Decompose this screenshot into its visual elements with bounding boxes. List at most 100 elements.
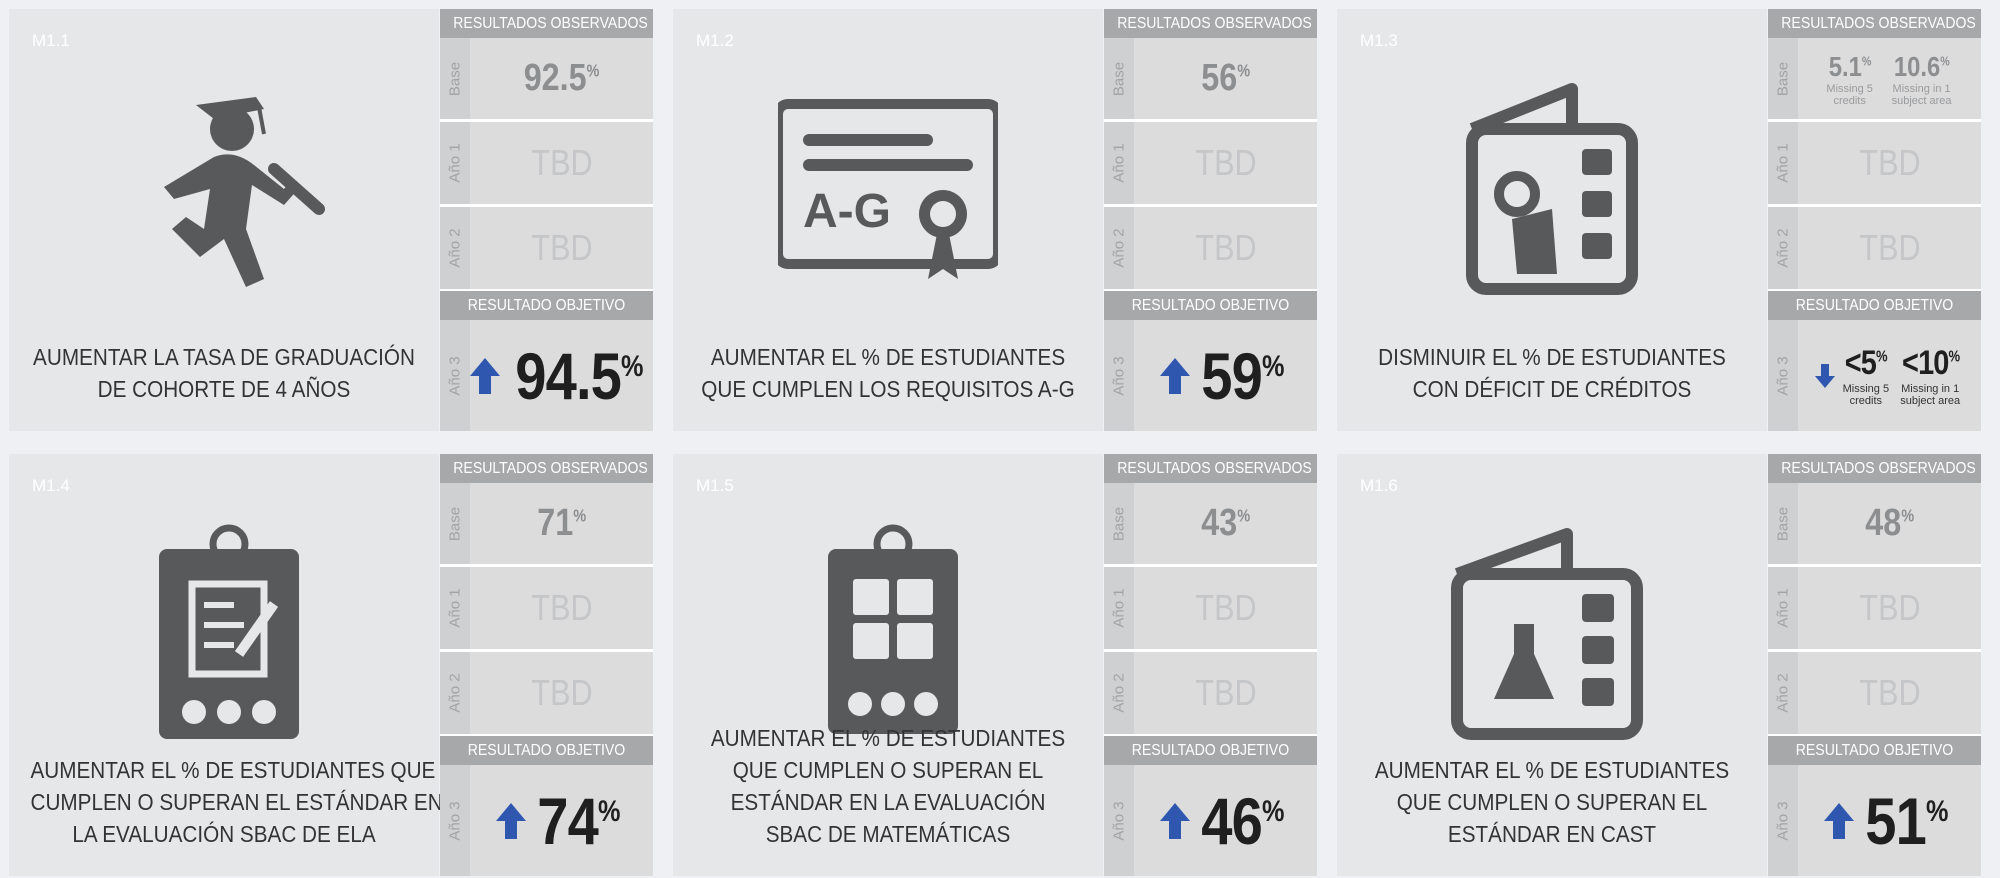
observed-header-text: RESULTADOS OBSERVADOS	[1781, 15, 1976, 32]
icon	[159, 524, 299, 739]
value: 59%	[1194, 338, 1291, 414]
value-number: TBD	[1194, 587, 1257, 628]
description-line: AUMENTAR EL % DE ESTUDIANTES QUE	[30, 757, 436, 783]
icon-shape	[930, 201, 956, 227]
row-label: Año 1	[1110, 588, 1128, 628]
icon-shape	[252, 700, 276, 724]
row-label-strip: Año 3	[1104, 765, 1134, 876]
value-group: 48%	[1798, 483, 1981, 564]
icon-shape	[1466, 123, 1638, 295]
row-label-strip: Año 2	[1104, 652, 1134, 734]
row-label: Año 3	[1110, 800, 1128, 841]
value-caption: credits	[1833, 94, 1866, 107]
card: M1.3 DISMINUIR EL % DE ESTUDIANTES CON DÉ…	[1337, 9, 1981, 431]
value-group: TBD	[1798, 122, 1981, 204]
value-number: TBD	[530, 587, 593, 628]
result-row: Año 2 TBD	[440, 207, 653, 289]
value-caption: Missing in 1	[1892, 82, 1951, 95]
value-number: 43%	[1201, 502, 1250, 544]
arrow-shape	[496, 802, 527, 839]
row-label: Año 2	[1774, 673, 1792, 713]
row-label: Base	[446, 506, 464, 541]
observed-header: RESULTADOS OBSERVADOS	[1768, 9, 1981, 38]
card-id: M1.1	[32, 31, 70, 50]
value-unit: %	[586, 61, 600, 81]
target-row: Año 3 59%	[1104, 320, 1317, 431]
result-row: Año 2 TBD	[1104, 652, 1317, 734]
icon-shape	[1582, 594, 1614, 622]
description-line: ESTÁNDAR EN LA EVALUACIÓN	[730, 789, 1046, 815]
icon-shape	[803, 159, 973, 171]
value: TBD	[526, 672, 598, 714]
card-id: M1.4	[32, 476, 70, 495]
result-row: Año 1 TBD	[1768, 122, 1981, 204]
result-row: Año 2 TBD	[1104, 207, 1317, 289]
icon	[164, 97, 325, 287]
trend-arrow	[496, 802, 527, 839]
value-group: TBD	[1798, 652, 1981, 734]
result-row: Base 43%	[1104, 483, 1317, 564]
value-number: TBD	[1194, 142, 1257, 183]
card-results: RESULTADOS OBSERVADOS Base 56% Año 1 TBD Año …	[1104, 9, 1317, 431]
value-group: TBD	[470, 567, 653, 649]
value-group: TBD	[1798, 567, 1981, 649]
trend-arrow	[1824, 802, 1855, 839]
value-unit: %	[1926, 794, 1948, 828]
icon-shape	[209, 524, 249, 564]
card-results: RESULTADOS OBSERVADOS Base 92.5% Año 1 TBD Añ…	[440, 9, 653, 431]
icon-shape	[182, 700, 206, 724]
result-row: Año 1 TBD	[1768, 567, 1981, 649]
row-label: Año 2	[1110, 673, 1128, 713]
row-label-strip: Año 1	[1104, 567, 1134, 649]
description-line: LA EVALUACIÓN SBAC DE ELA	[72, 821, 376, 847]
value-group: TBD	[1134, 567, 1317, 649]
value-number: 51%	[1865, 783, 1948, 858]
value-group: 94.5%	[469, 320, 654, 431]
row-label-strip: Año 2	[440, 207, 470, 289]
row-label-strip: Base	[1104, 38, 1134, 119]
value-number: 92.5%	[523, 57, 600, 99]
row-label-strip: Año 3	[440, 765, 470, 876]
value: 94.5%	[504, 338, 654, 414]
value-number: 10.6%	[1893, 50, 1950, 82]
description: AUMENTAR EL % DE ESTUDIANTES QUE CUMPLEN …	[30, 754, 443, 850]
value: 48%	[1861, 502, 1918, 545]
description-line: QUE CUMPLEN O SUPERAN EL	[732, 757, 1044, 783]
value-number: TBD	[530, 142, 593, 183]
row-label-strip: Base	[440, 38, 470, 119]
row-label: Año 1	[446, 143, 464, 183]
trend-arrow	[1160, 802, 1191, 839]
icon-shape	[210, 107, 254, 151]
description: AUMENTAR LA TASA DE GRADUACIÓN DE COHORTE…	[31, 341, 418, 405]
description-line: QUE CUMPLEN LOS REQUISITOS A-G	[701, 376, 1075, 402]
value-number: TBD	[1858, 672, 1921, 713]
row-label-strip: Base	[1768, 483, 1798, 564]
trend-arrow	[1160, 357, 1191, 394]
value: 92.5%	[517, 57, 606, 100]
row-label: Año 1	[446, 588, 464, 628]
row-label: Año 1	[1774, 143, 1792, 183]
result-row: Año 1 TBD	[1104, 567, 1317, 649]
target-header: RESULTADO OBJETIVO	[1768, 736, 1981, 765]
row-label: Año 3	[1110, 355, 1128, 396]
icon-shape	[897, 579, 933, 615]
trend-arrow	[1815, 363, 1836, 388]
description: AUMENTAR EL % DE ESTUDIANTES QUE CUMPLEN …	[1359, 754, 1746, 850]
arrow-shape	[1815, 363, 1836, 388]
value: 5.1% Missing 5 credits	[1825, 51, 1875, 107]
target-header-text: RESULTADO OBJETIVO	[467, 297, 626, 314]
target-header-text: RESULTADO OBJETIVO	[1131, 297, 1290, 314]
target-row: Año 3 74%	[440, 765, 653, 876]
icon-shape	[1494, 624, 1554, 699]
row-label: Base	[1774, 61, 1792, 96]
value-number: <5%	[1844, 344, 1888, 382]
icon-shape	[1582, 636, 1614, 664]
observed-header: RESULTADOS OBSERVADOS	[440, 454, 653, 483]
icon-shape	[778, 99, 998, 269]
icon-shape	[204, 602, 234, 608]
value-group: TBD	[1798, 207, 1981, 289]
row-label: Base	[1110, 506, 1128, 541]
value: <5% Missing 5 credits	[1841, 344, 1890, 407]
icon-shape	[204, 642, 234, 648]
